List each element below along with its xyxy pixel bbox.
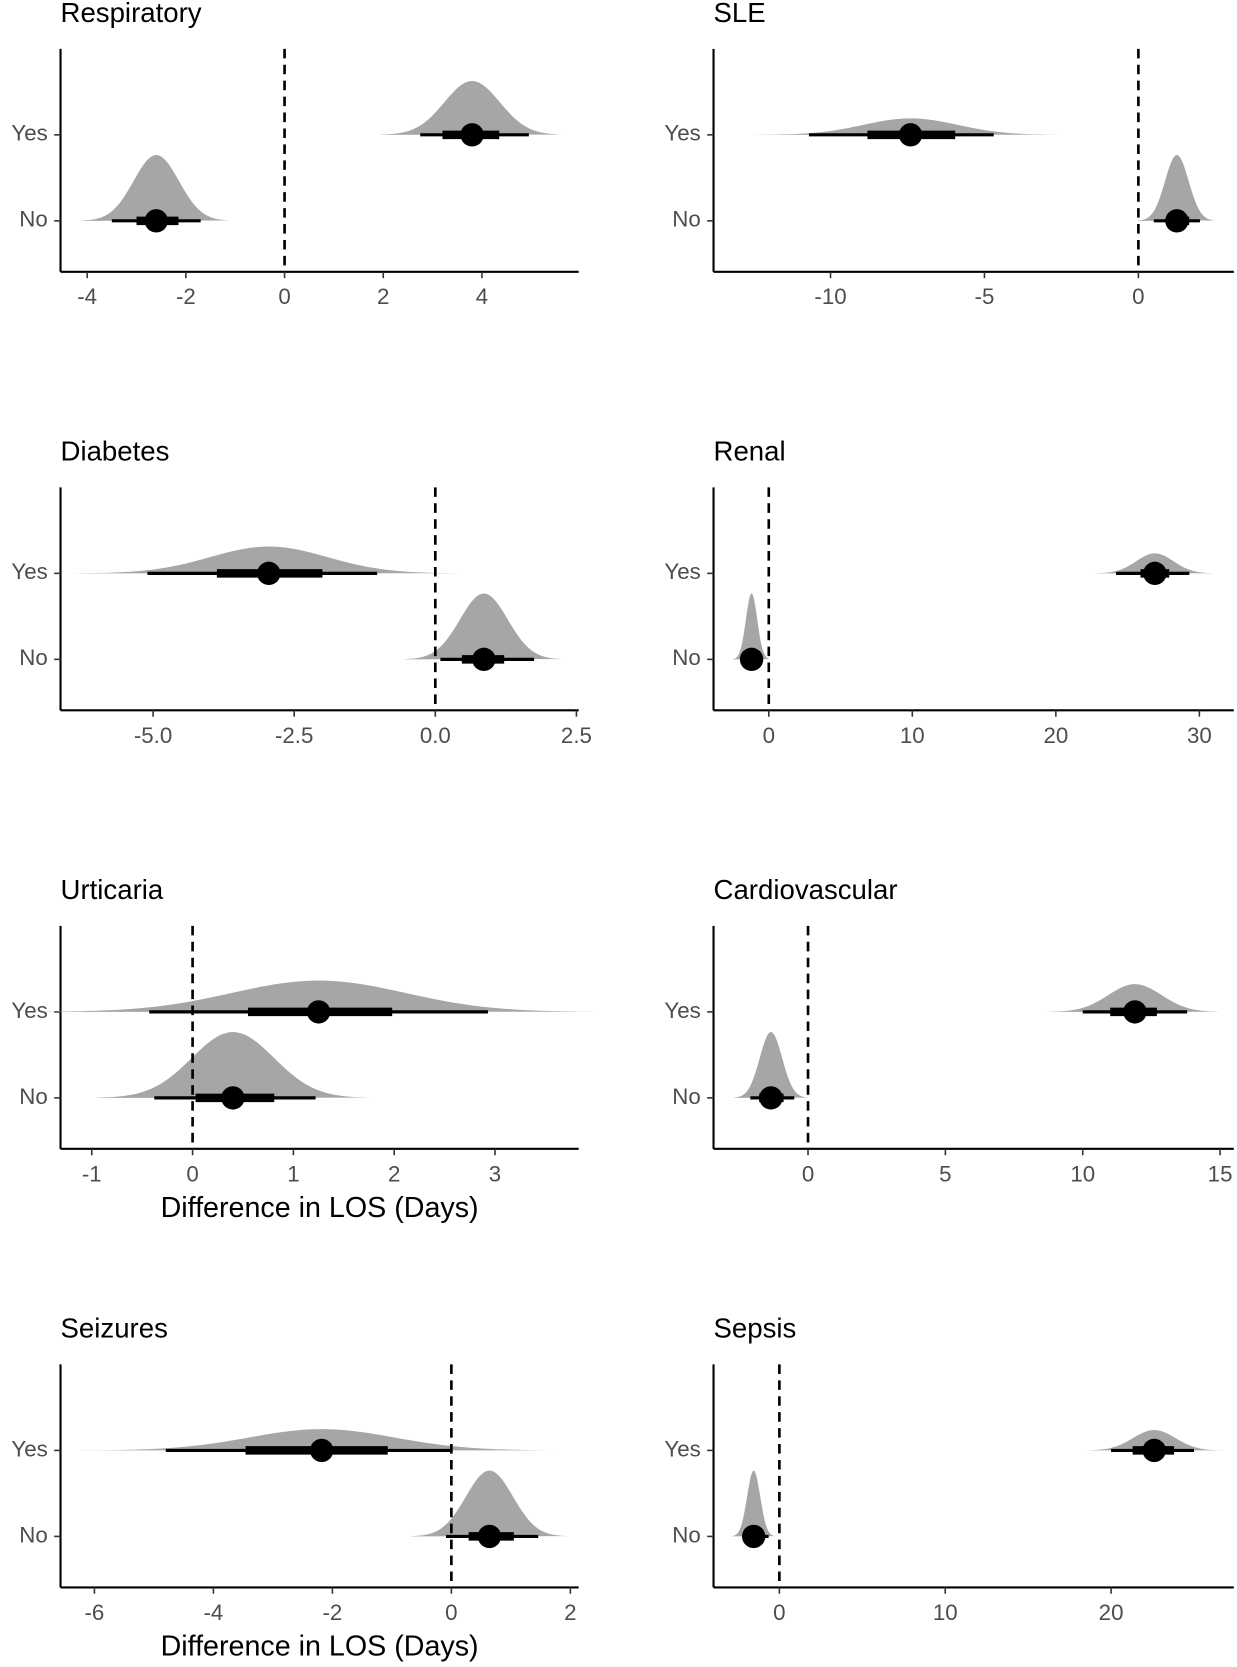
x-tick-label: 2: [377, 284, 389, 309]
x-tick-label: 15: [1208, 1161, 1233, 1186]
point-estimate: [741, 1524, 766, 1549]
y-tick-label: No: [19, 207, 47, 232]
density: [1047, 984, 1223, 1012]
y-tick-label: Yes: [664, 121, 700, 146]
y-tick-label: No: [19, 1522, 47, 1547]
density: [1137, 155, 1216, 221]
point-estimate: [1123, 1000, 1147, 1024]
point-estimate: [472, 647, 496, 672]
point-estimate: [257, 561, 281, 586]
y-tick-label: Yes: [664, 1436, 700, 1461]
x-tick-label: -10: [814, 284, 846, 309]
panel-title: SLE: [714, 0, 766, 28]
density: [411, 1470, 568, 1537]
y-tick-label: Yes: [11, 1436, 47, 1461]
density: [733, 1032, 808, 1098]
panel-title: Respiratory: [61, 0, 202, 28]
y-tick-label: No: [672, 1084, 700, 1109]
panel-title: Urticaria: [61, 874, 164, 905]
x-tick-label: -6: [85, 1600, 105, 1625]
x-tick-label: 1: [287, 1161, 299, 1186]
panel-title: Seizures: [61, 1313, 168, 1344]
x-tick-label: 20: [1043, 723, 1068, 748]
x-tick-label: 2: [388, 1161, 400, 1186]
x-tick-label: 0: [763, 723, 775, 748]
y-tick-label: Yes: [11, 121, 47, 146]
x-tick-label: 20: [1099, 1600, 1124, 1625]
x-tick-label: 0: [278, 284, 290, 309]
point-estimate: [144, 209, 168, 233]
x-tick-label: 30: [1187, 723, 1212, 748]
x-tick-label: 0: [802, 1161, 814, 1186]
x-tick-label: 0: [186, 1161, 198, 1186]
x-tick-label: -5: [975, 284, 995, 309]
x-tick-label: 0: [773, 1600, 785, 1625]
y-tick-label: Yes: [11, 998, 47, 1023]
point-estimate: [221, 1086, 245, 1110]
y-tick-label: No: [672, 1522, 700, 1547]
point-estimate: [739, 647, 764, 672]
x-tick-label: -4: [204, 1600, 224, 1625]
density: [404, 593, 563, 660]
x-tick-label: -4: [77, 284, 97, 309]
point-estimate: [1143, 561, 1167, 586]
y-tick-label: Yes: [664, 559, 700, 584]
x-tick-label: -2: [322, 1600, 342, 1625]
x-tick-label: 0: [1132, 284, 1144, 309]
density: [732, 593, 771, 660]
panel-title: Cardiovascular: [714, 874, 898, 905]
density: [97, 1032, 369, 1098]
y-tick-label: Yes: [11, 559, 47, 584]
density: [81, 155, 232, 221]
y-tick-label: No: [672, 645, 700, 670]
x-tick-label: 10: [933, 1600, 958, 1625]
density: [732, 1470, 776, 1537]
y-tick-label: No: [19, 1084, 47, 1109]
x-axis-title: Difference in LOS (Days): [161, 1630, 479, 1662]
point-estimate: [759, 1086, 783, 1110]
y-tick-label: No: [19, 645, 47, 670]
x-tick-label: 2.5: [561, 723, 592, 748]
x-tick-label: 0: [445, 1600, 457, 1625]
x-tick-label: 5: [939, 1161, 951, 1186]
y-tick-label: Yes: [664, 998, 700, 1023]
density: [380, 80, 564, 135]
density: [33, 980, 604, 1012]
panel-title: Renal: [714, 436, 786, 467]
point-estimate: [460, 123, 484, 147]
x-tick-label: 10: [900, 723, 925, 748]
point-estimate: [477, 1524, 502, 1549]
point-estimate: [310, 1438, 334, 1463]
point-estimate: [1165, 209, 1189, 233]
x-axis-title: Difference in LOS (Days): [161, 1192, 479, 1224]
x-tick-label: 0.0: [420, 723, 451, 748]
x-tick-label: 2: [564, 1600, 576, 1625]
panel-title: Sepsis: [714, 1313, 797, 1344]
x-tick-label: -5.0: [134, 723, 172, 748]
x-tick-label: -2: [176, 284, 196, 309]
x-tick-label: -2.5: [275, 723, 313, 748]
density: [75, 546, 463, 574]
point-estimate: [898, 123, 923, 147]
panel-title: Diabetes: [61, 436, 170, 467]
y-tick-label: No: [672, 207, 700, 232]
point-estimate: [306, 1000, 331, 1024]
point-estimate: [1142, 1438, 1166, 1463]
x-tick-label: 4: [476, 284, 488, 309]
x-tick-label: 3: [489, 1161, 501, 1186]
x-tick-label: 10: [1070, 1161, 1095, 1186]
x-tick-label: -1: [82, 1161, 102, 1186]
